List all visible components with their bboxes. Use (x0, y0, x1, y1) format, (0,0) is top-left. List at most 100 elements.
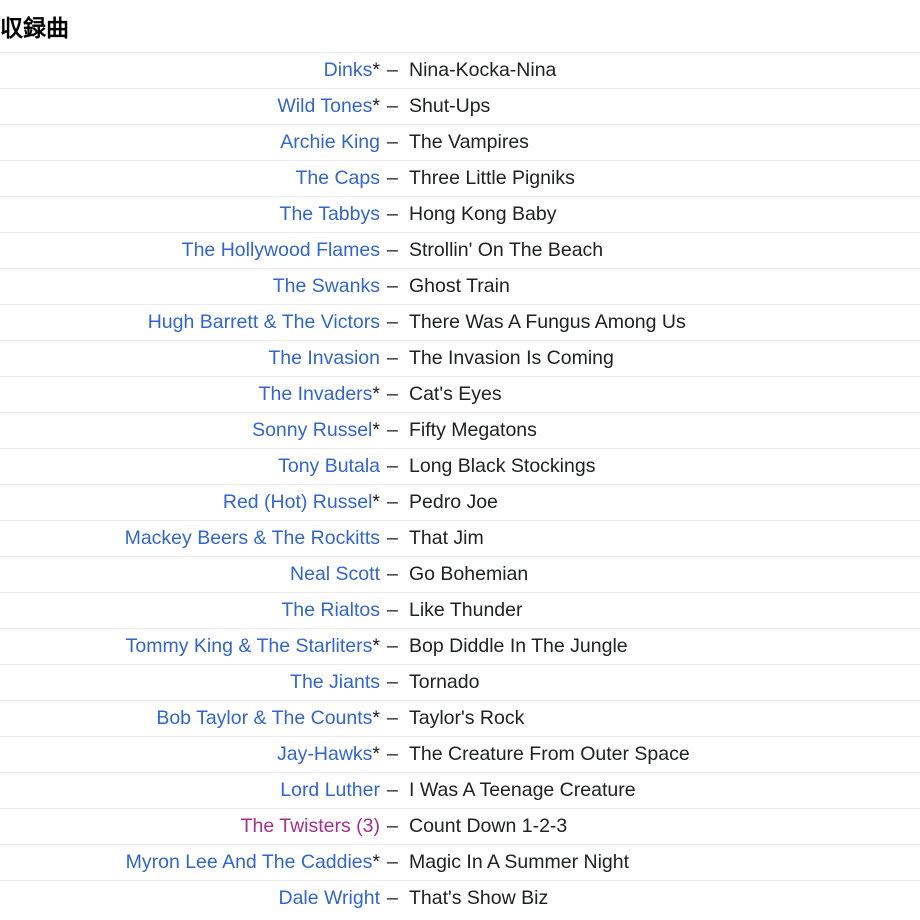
artist-link[interactable]: Bob Taylor & The Counts (156, 707, 373, 729)
artist-cell[interactable]: Tony Butala (0, 449, 380, 484)
track-row: The Jiants–Tornado (0, 665, 920, 700)
track-row: Archie King–The Vampires (0, 125, 920, 160)
track-title: Long Black Stockings (409, 455, 596, 477)
artist-link[interactable]: Tony Butala (278, 455, 380, 477)
artist-link[interactable]: Sonny Russel (252, 419, 373, 441)
artist-link[interactable]: Hugh Barrett & The Victors (147, 311, 380, 333)
tracklist-item: Wild Tones*–Shut-Ups (0, 88, 920, 124)
artist-title-separator: – (387, 239, 398, 261)
track-row: The Rialtos–Like Thunder (0, 593, 920, 628)
artist-title-separator: – (387, 707, 398, 729)
artist-link[interactable]: The Caps (295, 167, 380, 189)
artist-cell[interactable]: Lord Luther (0, 773, 380, 808)
artist-cell[interactable]: The Rialtos (0, 593, 380, 628)
artist-cell[interactable]: Tommy King & The Starliters* (0, 629, 380, 664)
track-title: Bop Diddle In The Jungle (409, 635, 628, 657)
track-row: Lord Luther–I Was A Teenage Creature (0, 773, 920, 808)
artist-title-separator: – (387, 131, 398, 153)
artist-link[interactable]: Dale Wright (278, 887, 380, 909)
track-title: Hong Kong Baby (409, 203, 557, 225)
artist-link[interactable]: Tommy King & The Starliters (125, 635, 373, 657)
track-row: Wild Tones*–Shut-Ups (0, 89, 920, 124)
artist-cell[interactable]: The Twisters (3) (0, 809, 380, 844)
track-row: Dale Wright–That's Show Biz (0, 881, 920, 916)
tracklist-item: Neal Scott–Go Bohemian (0, 556, 920, 592)
artist-cell[interactable]: Myron Lee And The Caddies* (0, 845, 380, 880)
artist-link[interactable]: Mackey Beers & The Rockitts (124, 527, 380, 549)
track-title: The Vampires (409, 131, 529, 153)
track-title: That's Show Biz (409, 887, 549, 909)
artist-link[interactable]: Jay-Hawks (277, 743, 373, 765)
artist-link[interactable]: Wild Tones (277, 95, 373, 117)
artist-link[interactable]: Lord Luther (280, 779, 380, 801)
artist-cell[interactable]: The Tabbys (0, 197, 380, 232)
track-title: Pedro Joe (409, 491, 498, 513)
artist-cell[interactable]: The Invasion (0, 341, 380, 376)
artist-link[interactable]: Dinks (323, 59, 373, 81)
track-row: Dinks*–Nina-Kocka-Nina (0, 53, 920, 88)
artist-cell[interactable]: The Swanks (0, 269, 380, 304)
track-row: Red (Hot) Russel*–Pedro Joe (0, 485, 920, 520)
artist-link[interactable]: The Hollywood Flames (181, 239, 380, 261)
artist-footnote-marker: * (372, 635, 380, 657)
artist-cell[interactable]: The Caps (0, 161, 380, 196)
artist-link[interactable]: The Rialtos (281, 599, 380, 621)
artist-title-separator: – (387, 779, 398, 801)
artist-link[interactable]: The Invaders (258, 383, 373, 405)
artist-link[interactable]: Neal Scott (290, 563, 380, 585)
tracklist-item: Tony Butala–Long Black Stockings (0, 448, 920, 484)
artist-link[interactable]: The Jiants (290, 671, 380, 693)
artist-footnote-marker: * (372, 59, 380, 81)
artist-title-separator: – (387, 95, 398, 117)
artist-cell[interactable]: The Jiants (0, 665, 380, 700)
track-row: The Invasion–The Invasion Is Coming (0, 341, 920, 376)
artist-cell[interactable]: The Hollywood Flames (0, 233, 380, 268)
tracklist-item: Hugh Barrett & The Victors–There Was A F… (0, 304, 920, 340)
tracklist-item: The Caps–Three Little Pigniks (0, 160, 920, 196)
artist-cell[interactable]: Dale Wright (0, 881, 380, 916)
track-row: Tony Butala–Long Black Stockings (0, 449, 920, 484)
track-title: Cat's Eyes (409, 383, 502, 405)
artist-link[interactable]: Myron Lee And The Caddies (125, 851, 373, 873)
artist-link[interactable]: The Twisters (3) (240, 815, 380, 837)
tracklist-item: The Swanks–Ghost Train (0, 268, 920, 304)
artist-title-separator: – (387, 887, 398, 909)
artist-link[interactable]: The Invasion (268, 347, 380, 369)
tracklist: Dinks*–Nina-Kocka-NinaWild Tones*–Shut-U… (0, 52, 920, 916)
track-row: Neal Scott–Go Bohemian (0, 557, 920, 592)
artist-title-separator: – (387, 671, 398, 693)
artist-cell[interactable]: Archie King (0, 125, 380, 160)
artist-link[interactable]: Archie King (280, 131, 380, 153)
tracklist-item: Dinks*–Nina-Kocka-Nina (0, 52, 920, 88)
artist-footnote-marker: * (372, 419, 380, 441)
tracklist-item: Dale Wright–That's Show Biz (0, 880, 920, 916)
artist-title-separator: – (387, 563, 398, 585)
artist-link[interactable]: The Swanks (272, 275, 380, 297)
artist-title-separator: – (387, 167, 398, 189)
track-title: Fifty Megatons (409, 419, 537, 441)
artist-cell[interactable]: Dinks* (0, 53, 380, 88)
tracklist-item: Lord Luther–I Was A Teenage Creature (0, 772, 920, 808)
artist-title-separator: – (387, 743, 398, 765)
tracklist-item: The Jiants–Tornado (0, 664, 920, 700)
track-title: Taylor's Rock (409, 707, 525, 729)
artist-link[interactable]: The Tabbys (279, 203, 380, 225)
track-row: The Caps–Three Little Pigniks (0, 161, 920, 196)
artist-cell[interactable]: Red (Hot) Russel* (0, 485, 380, 520)
page-title: 収録曲 (0, 16, 69, 41)
artist-cell[interactable]: Jay-Hawks* (0, 737, 380, 772)
artist-cell[interactable]: Bob Taylor & The Counts* (0, 701, 380, 736)
artist-cell[interactable]: Hugh Barrett & The Victors (0, 305, 380, 340)
artist-footnote-marker: * (372, 95, 380, 117)
artist-footnote-marker: * (372, 743, 380, 765)
artist-cell[interactable]: Mackey Beers & The Rockitts (0, 521, 380, 556)
artist-title-separator: – (387, 275, 398, 297)
artist-cell[interactable]: Sonny Russel* (0, 413, 380, 448)
artist-cell[interactable]: Neal Scott (0, 557, 380, 592)
artist-cell[interactable]: Wild Tones* (0, 89, 380, 124)
artist-title-separator: – (387, 527, 398, 549)
artist-cell[interactable]: The Invaders* (0, 377, 380, 412)
artist-link[interactable]: Red (Hot) Russel (222, 491, 373, 513)
